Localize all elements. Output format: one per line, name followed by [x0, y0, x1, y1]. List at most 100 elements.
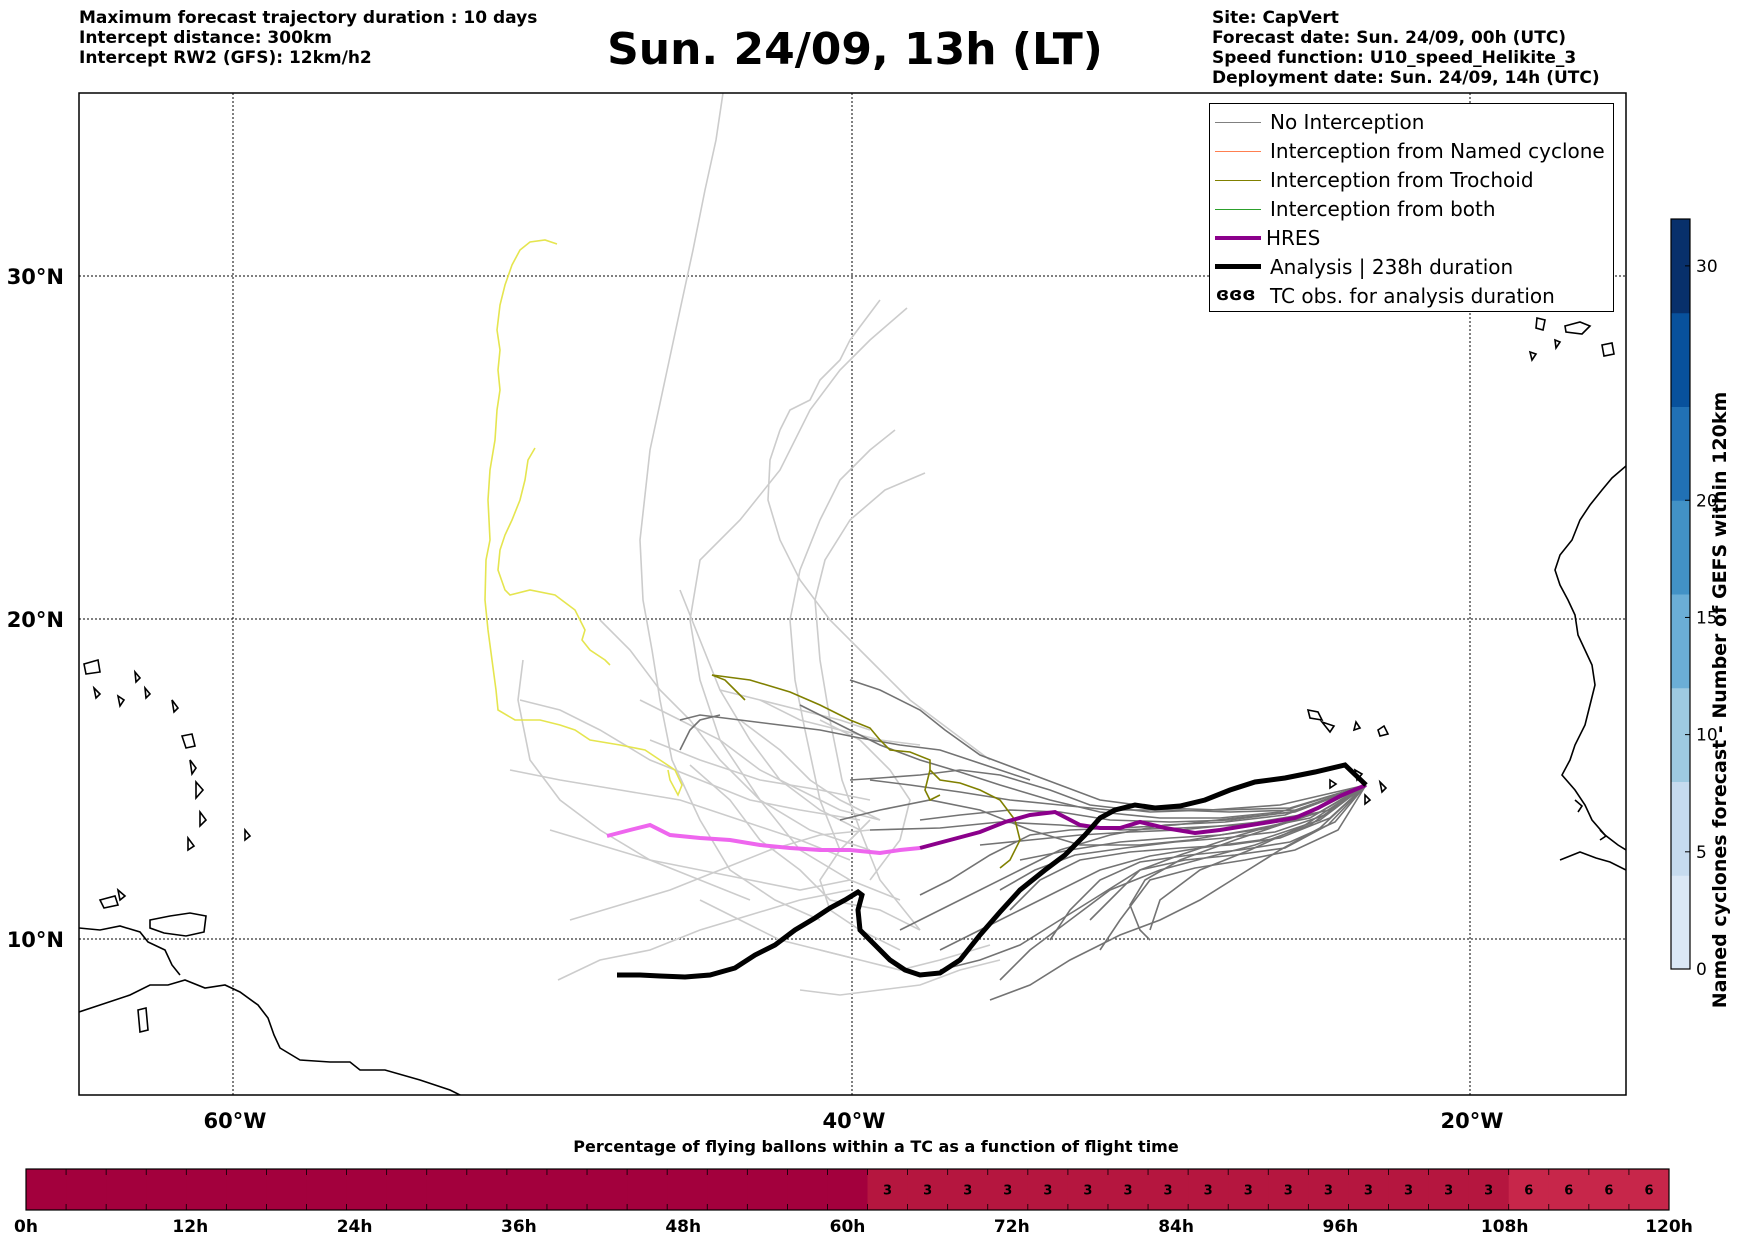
- legend-label: Interception from both: [1270, 197, 1496, 221]
- time-cell: [1508, 1169, 1550, 1210]
- time-tick-label: 12h: [172, 1217, 208, 1237]
- legend-swatch: [1215, 236, 1261, 240]
- map-frame: [78, 92, 1627, 1096]
- cell-value: 3: [963, 1184, 972, 1199]
- time-cell: [1188, 1169, 1229, 1210]
- legend-label: TC obs. for analysis duration: [1270, 284, 1555, 308]
- legend-label: Analysis | 238h duration: [1270, 255, 1514, 279]
- cell-value: 3: [1204, 1184, 1213, 1199]
- forecast-date-text: Forecast date: Sun. 24/09, 00h (UTC): [1212, 28, 1567, 48]
- legend-item-no-interception: No Interception: [1210, 108, 1613, 137]
- time-tick-label: 24h: [337, 1217, 373, 1237]
- page-title: Sun. 24/09, 13h (LT): [607, 24, 1103, 75]
- time-tick-label: 60h: [830, 1217, 866, 1237]
- legend-item-tc-obs: ɞɞɞ TC obs. for analysis duration: [1210, 282, 1613, 311]
- time-cell: [1588, 1169, 1630, 1210]
- time-cell: [1228, 1169, 1269, 1210]
- cell-value: 6: [1644, 1184, 1653, 1199]
- venezuela-coast: [79, 925, 181, 976]
- cell-value: 3: [1003, 1184, 1012, 1199]
- colorbar-segment: [1671, 406, 1690, 501]
- time-tick-label: 0h: [14, 1217, 38, 1237]
- west-africa-islands: [1559, 799, 1626, 871]
- cell-value: 3: [1164, 1184, 1173, 1199]
- flight-time-bar: 3 3 3 3 3 3 3 3 3 3 3 3 3 3 3 3 6 6 6 60h 12h 24h 36h 48h 60h 72h…: [14, 1168, 1693, 1237]
- bottom-bar-title: Percentage of flying ballons within a TC…: [573, 1137, 1179, 1156]
- time-cell: [1548, 1169, 1590, 1210]
- legend: No Interception Interception from Named …: [1209, 103, 1614, 312]
- time-tick-label: 36h: [501, 1217, 537, 1237]
- cell-value: 3: [1484, 1184, 1493, 1199]
- cell-value: 6: [1564, 1184, 1573, 1199]
- colorbar-segment: [1671, 312, 1690, 407]
- legend-swatch: [1215, 264, 1261, 269]
- colorbar-tick-label: 20: [1696, 491, 1718, 511]
- colorbar-tick-label: 30: [1696, 257, 1718, 277]
- time-cell: [1628, 1169, 1670, 1210]
- legend-swatch: [1215, 180, 1261, 181]
- cell-value: 3: [1083, 1184, 1092, 1199]
- time-cell: [987, 1169, 1029, 1210]
- deployment-date-text: Deployment date: Sun. 24/09, 14h (UTC): [1212, 68, 1600, 88]
- time-cell: [106, 1169, 147, 1210]
- colorbar-segment: [1671, 781, 1690, 876]
- canary-islands: [1528, 316, 1615, 362]
- time-cell: [1067, 1169, 1109, 1210]
- colorbar-title: Named cyclones forecast - Number of GEFS…: [1709, 391, 1731, 1009]
- cell-value: 3: [1043, 1184, 1052, 1199]
- cell-value: 3: [1404, 1184, 1413, 1199]
- legend-swatch: [1215, 209, 1261, 210]
- tc-symbol-icon: ɞɞɞ: [1216, 284, 1256, 305]
- legend-item-trochoid: Interception from Trochoid: [1210, 166, 1613, 195]
- ensemble-trajectories: [509, 93, 1001, 996]
- time-cell: [546, 1169, 588, 1210]
- time-cell: [386, 1169, 428, 1210]
- colorbar-segment: [1671, 219, 1690, 314]
- colorbar-segment: [1671, 500, 1690, 595]
- lat-label-30n: 30°N: [7, 265, 64, 289]
- legend-swatch: [1215, 151, 1261, 152]
- time-cell: [1027, 1169, 1069, 1210]
- cell-value: 3: [1324, 1184, 1333, 1199]
- intercept-distance-text: Intercept distance: 300km: [79, 28, 332, 48]
- time-cell: [146, 1169, 187, 1210]
- lon-label-60w: 60°W: [204, 1109, 267, 1133]
- cell-value: 3: [1444, 1184, 1453, 1199]
- cell-value: 3: [923, 1184, 932, 1199]
- cell-value: 3: [1123, 1184, 1132, 1199]
- time-cell: [1348, 1169, 1389, 1210]
- tobago-islands: [98, 887, 149, 1034]
- time-cell: [867, 1169, 909, 1210]
- time-cell: [1428, 1169, 1470, 1210]
- time-cell: [587, 1169, 628, 1210]
- time-cell: [1468, 1169, 1510, 1210]
- bottom-bar-frame: [25, 1168, 1670, 1211]
- lat-label-20n: 20°N: [7, 608, 64, 632]
- time-cell: [1308, 1169, 1349, 1210]
- time-cell: [1388, 1169, 1430, 1210]
- time-tick-label: 72h: [994, 1217, 1030, 1237]
- time-cell: [306, 1169, 348, 1210]
- colorbar-segment: [1671, 687, 1690, 782]
- time-cell: [947, 1169, 989, 1210]
- time-cell: [787, 1169, 828, 1210]
- lon-label-20w: 20°W: [1441, 1109, 1504, 1133]
- site-info: Site: CapVert Forecast date: Sun. 24/09,…: [1212, 8, 1600, 88]
- cell-value: 3: [1284, 1184, 1293, 1199]
- time-cell: [426, 1169, 468, 1210]
- cell-value: 6: [1604, 1184, 1613, 1199]
- time-cell: [1107, 1169, 1149, 1210]
- time-cell: [266, 1169, 308, 1210]
- time-cell: [707, 1169, 748, 1210]
- legend-item-both: Interception from both: [1210, 195, 1613, 224]
- time-cell: [466, 1169, 508, 1210]
- time-tick-label: 84h: [1158, 1217, 1194, 1237]
- yellow-trajectories: [484, 239, 683, 797]
- legend-swatch: [1215, 122, 1261, 123]
- analysis-track: [617, 762, 1368, 980]
- south-america-coast: [79, 979, 462, 1095]
- time-cell: [827, 1169, 869, 1210]
- lon-label-40w: 40°W: [823, 1109, 886, 1133]
- lon-axis-labels: 60°W 40°W 20°W: [204, 1109, 1504, 1133]
- legend-label: Interception from Named cyclone: [1270, 139, 1605, 163]
